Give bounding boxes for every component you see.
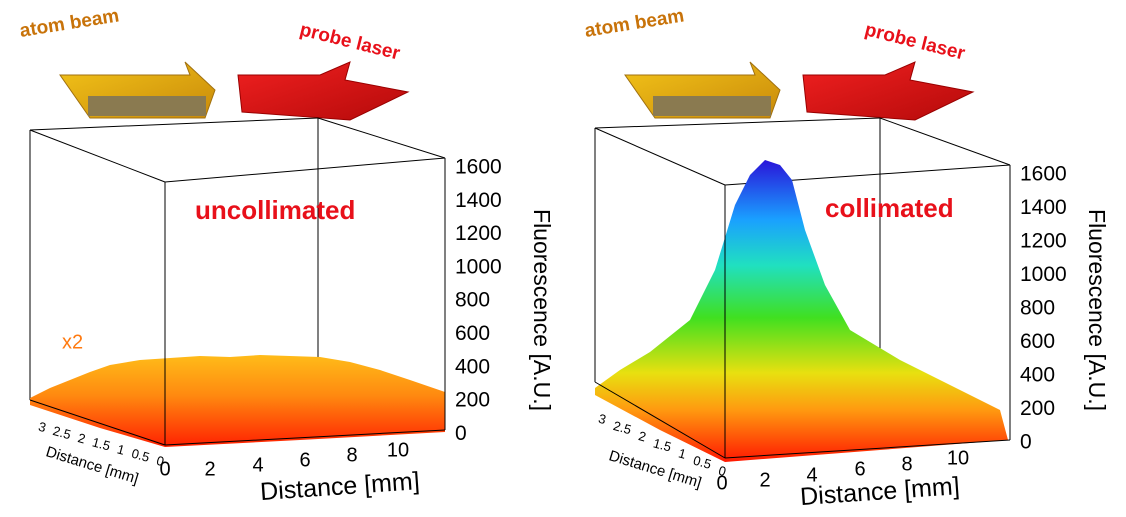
depth-axis-title: Distance [mm] [607,447,704,491]
x-tick-label: 6 [299,449,310,471]
x-tick-label: 8 [346,444,357,466]
depth-tick-label: 2.5 [612,418,633,437]
laser-label: probe laser [298,19,403,64]
depth-tick-label: 0.5 [130,446,151,465]
depth-tick-label: 1 [677,445,688,461]
depth-tick-label: 1.5 [652,435,673,454]
z-tick-label: 200 [1020,397,1055,420]
z-tick-label: 600 [1020,330,1055,353]
scale-note: x2 [62,331,83,353]
x-tick-label: 10 [947,447,969,469]
z-tick-label: 600 [455,322,490,345]
z-tick-label: 1600 [1020,163,1067,186]
z-axis-title: Fluorescence [A.U.] [1084,209,1110,411]
depth-axis-title: Distance [mm] [44,443,141,487]
x-tick-label: 0 [159,458,170,480]
depth-tick-label: 1 [116,441,127,457]
box-edge [29,399,166,446]
surface [595,160,1008,462]
z-tick-label: 200 [455,389,490,412]
z-tick-label: 1400 [455,189,502,212]
depth-tick-label: 0 [155,453,166,469]
depth-tick-label: 2 [76,430,87,446]
z-tick-label: 400 [455,355,490,378]
x-tick-label: 2 [759,469,770,491]
beam-label: atom beam [583,5,685,41]
box-edge [594,117,881,129]
state-label: collimated [825,193,954,223]
laser-label: probe laser [863,19,968,64]
z-tick-label: 800 [1020,297,1055,320]
depth-tick-label: 1.5 [91,434,112,453]
box-edge [594,381,726,459]
depth-tick-label: 2.5 [51,423,72,442]
z-tick-label: 0 [1020,431,1032,454]
probe-laser-arrow [237,61,410,121]
box-edge [29,117,319,131]
z-tick-label: 800 [455,289,490,312]
x-tick-label: 0 [716,472,727,494]
beam-label: atom beam [18,5,120,41]
z-tick-label: 400 [1020,364,1055,387]
depth-tick-label: 3 [597,411,608,427]
z-tick-label: 1600 [455,156,502,179]
x-axis-title: Distance [mm] [259,467,420,506]
z-tick-label: 1400 [1020,196,1067,219]
probe-laser-arrow [802,61,975,121]
box-edge [317,117,446,159]
z-axis-title: Fluorescence [A.U.] [529,209,555,411]
z-tick-label: 1200 [455,222,502,245]
x-tick-label: 6 [854,458,865,480]
box-edge [164,429,446,446]
x-axis-title: Distance [mm] [799,472,960,511]
atom-beam-arrow-side [653,96,771,116]
atom-beam-arrow-side [88,96,206,116]
box-edge [724,439,1011,459]
x-tick-label: 4 [806,464,817,486]
x-tick-label: 4 [252,454,263,476]
state-label: uncollimated [195,195,355,225]
x-tick-label: 10 [387,439,409,461]
z-tick-label: 1000 [1020,263,1067,286]
z-tick-label: 1200 [1020,230,1067,253]
surface [30,355,445,447]
depth-tick-label: 0.5 [692,453,713,472]
box-edge [29,129,166,183]
z-tick-label: 1000 [455,255,502,278]
depth-tick-label: 3 [37,419,48,435]
depth-tick-label: 2 [637,428,648,444]
x-tick-label: 2 [204,458,215,480]
box-edge [164,157,446,183]
x-tick-label: 8 [901,453,912,475]
depth-tick-label: 0 [717,463,728,479]
box-edge [879,117,1011,166]
box-edge [594,127,726,186]
z-tick-label: 0 [455,422,467,445]
